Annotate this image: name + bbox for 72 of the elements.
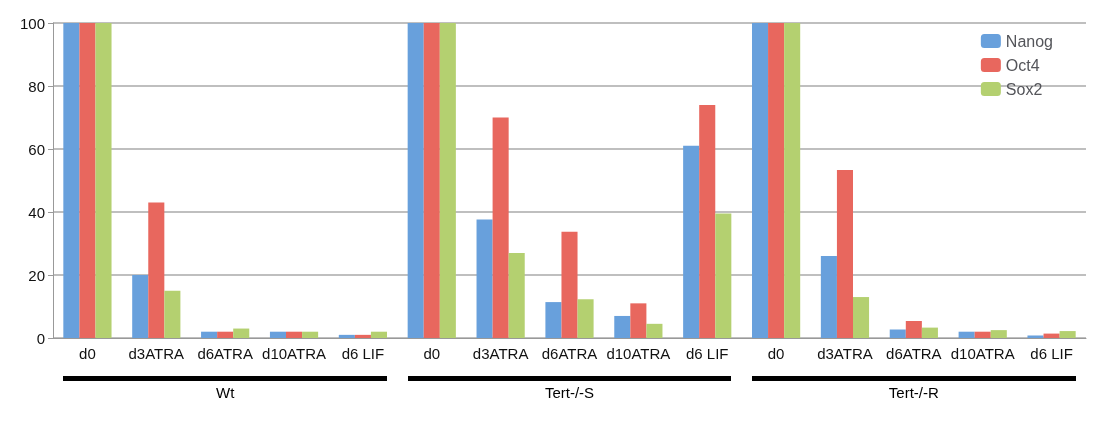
x-tick-label: d0 [423, 345, 441, 362]
bar [1043, 333, 1060, 338]
bar [921, 327, 938, 338]
bar [561, 231, 578, 338]
bar [233, 328, 250, 338]
text: Tert-/-S [543, 384, 596, 401]
bar [905, 320, 922, 338]
y-tick-label: 100 [19, 14, 45, 32]
bar [990, 330, 1007, 338]
bar [715, 213, 732, 338]
bar [492, 117, 509, 338]
legend-label: Nanog [1005, 32, 1054, 50]
bar [148, 202, 165, 338]
bar [302, 331, 319, 338]
bar [836, 170, 853, 338]
x-tick-label: d0 [79, 345, 96, 362]
bar [217, 331, 234, 338]
bar [164, 290, 181, 338]
bar [63, 23, 80, 338]
bar [974, 331, 991, 338]
x-tick-label: d6 LIF [341, 345, 385, 362]
bar [508, 252, 525, 338]
x-tick-label: d0 [767, 345, 785, 362]
bar [768, 23, 785, 338]
bar [889, 329, 906, 338]
bar [614, 315, 631, 338]
x-tick-label: d6 LIF [685, 345, 729, 362]
bar [132, 275, 149, 338]
x-tick-label: d10ATRA [606, 345, 671, 362]
bar [370, 331, 387, 338]
bar [407, 23, 424, 338]
x-tick-label: d6ATRA [886, 345, 942, 362]
y-tick-label: 0 [36, 329, 45, 347]
x-tick-label: d3ATRA [128, 345, 185, 362]
y-tick-label: 80 [28, 77, 45, 95]
bar [683, 145, 700, 338]
bar [853, 297, 870, 338]
bar [577, 299, 594, 338]
bar [201, 331, 218, 338]
bar [286, 331, 303, 338]
bar [545, 302, 562, 338]
y-tick-label: 20 [28, 266, 45, 284]
bar [423, 23, 440, 338]
bar [752, 23, 769, 338]
bar [476, 219, 493, 338]
legend-label: Sox2 [1005, 80, 1043, 98]
bar [784, 23, 801, 338]
x-tick-label: d10ATRA [262, 345, 326, 362]
x-tick-label: d3ATRA [472, 345, 529, 362]
bar [820, 256, 837, 338]
x-tick-label: d6ATRA [197, 345, 253, 362]
x-tick-label: d6 LIF [1030, 345, 1073, 362]
legend-label: Oct4 [1005, 56, 1040, 74]
bar [95, 23, 112, 338]
bar [1027, 335, 1044, 338]
text: Wt [215, 384, 236, 401]
y-tick-label: 40 [28, 203, 45, 221]
bar [646, 323, 663, 338]
bar [338, 334, 355, 338]
x-tick-label: d6ATRA [541, 345, 598, 362]
bar [630, 303, 647, 338]
bar [439, 23, 456, 338]
text: Tert-/-R [887, 384, 940, 401]
bar [1059, 331, 1076, 338]
bar [79, 23, 96, 338]
x-tick-label: d10ATRA [950, 345, 1015, 362]
y-tick-label: 60 [28, 140, 45, 158]
bar [699, 104, 716, 338]
x-tick-label: d3ATRA [817, 345, 873, 362]
bar [269, 331, 286, 338]
bar [354, 334, 371, 338]
bar [958, 331, 975, 338]
